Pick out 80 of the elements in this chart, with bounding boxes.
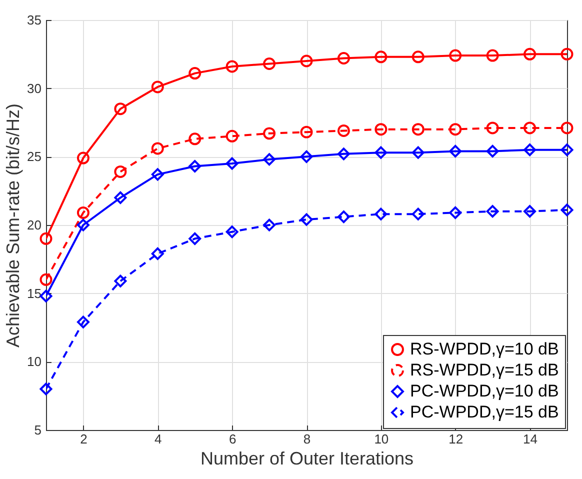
point [374, 123, 388, 136]
point [226, 226, 238, 238]
point [560, 144, 574, 156]
point [188, 67, 202, 80]
point [40, 290, 52, 302]
point [486, 122, 499, 134]
point [114, 191, 127, 204]
y-tick-label: 30 [27, 80, 42, 96]
point [76, 206, 90, 219]
legend-label: PC-WPDD,γ=10 dB [410, 382, 559, 400]
point [263, 153, 276, 166]
point [337, 148, 350, 160]
point [374, 208, 388, 220]
y-tick-label: 10 [27, 354, 42, 370]
point [337, 52, 350, 64]
point [226, 130, 238, 142]
point [560, 122, 574, 134]
point [449, 49, 462, 62]
point [524, 48, 536, 60]
point [486, 144, 499, 158]
y-tick-label: 25 [27, 149, 42, 164]
point [114, 165, 127, 178]
point [76, 218, 90, 232]
point [151, 142, 164, 155]
legend-label: RS-WPDD,γ=15 dB [410, 360, 559, 380]
point [188, 232, 202, 245]
point [40, 382, 52, 396]
point [449, 206, 462, 219]
point [412, 50, 424, 64]
point [486, 205, 499, 218]
x-tick-label: 4 [154, 432, 162, 446]
point [300, 150, 313, 163]
point [188, 160, 202, 172]
y-axis-title: Achievable Sum-rate (bit/s/Hz) [3, 103, 24, 348]
point [40, 232, 52, 245]
legend-label: RS-WPDD,γ=10 dB [410, 340, 559, 358]
y-tick-label: 20 [27, 218, 42, 232]
point [449, 123, 462, 136]
point [76, 316, 90, 328]
point [412, 208, 424, 220]
point [412, 146, 424, 159]
x-tick-label: 6 [228, 432, 236, 446]
point [374, 146, 388, 159]
legend-label: PC-WPDD,γ=15 dB [410, 402, 559, 422]
point [300, 126, 313, 138]
point [337, 210, 350, 224]
point [263, 127, 276, 140]
point [449, 144, 462, 158]
point [524, 144, 536, 156]
y-tick-label: 35 [27, 12, 42, 28]
point [300, 54, 313, 68]
point [114, 274, 127, 288]
point [151, 247, 164, 260]
x-tick-label: 14 [523, 432, 538, 446]
x-tick-label: 8 [303, 432, 311, 446]
point [560, 204, 574, 216]
point [263, 58, 276, 70]
y-tick-label: 5 [34, 422, 42, 438]
point [300, 213, 313, 226]
point [486, 49, 499, 62]
point [524, 122, 536, 134]
x-tick-label: 2 [80, 432, 88, 446]
point [151, 168, 164, 181]
x-tick-label: 12 [448, 432, 464, 446]
point [188, 132, 202, 146]
point [40, 273, 52, 286]
x-tick-label: 10 [374, 432, 389, 446]
y-tick-label: 15 [27, 286, 42, 301]
point [226, 60, 238, 73]
point [226, 157, 238, 170]
point [412, 123, 424, 136]
point [76, 152, 90, 164]
point [337, 124, 350, 137]
point [524, 205, 536, 218]
x-axis-title: Number of Outer Iterations [200, 448, 414, 468]
point [114, 102, 127, 116]
point [151, 80, 164, 94]
point [263, 218, 276, 232]
point [374, 50, 388, 64]
point [560, 48, 574, 60]
